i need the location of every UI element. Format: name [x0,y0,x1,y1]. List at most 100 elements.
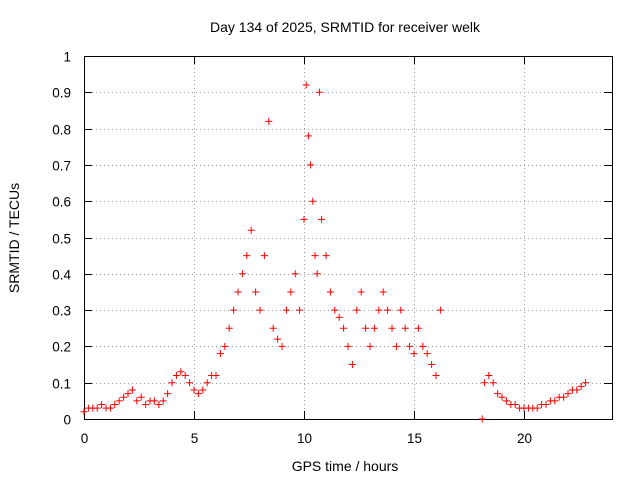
data-point [115,397,123,405]
data-point [291,270,299,278]
data-point [164,390,172,398]
data-point [216,350,224,358]
x-tick-label: 20 [517,431,532,446]
tick-layer [84,56,612,420]
y-tick-label: 0.1 [52,377,71,392]
y-tick-label: 0 [63,413,71,428]
data-point [311,252,319,260]
data-point [542,400,550,408]
data-point [582,379,590,387]
data-point [296,306,304,314]
x-tick-label: 15 [407,431,422,446]
data-point [155,400,163,408]
data-point [234,288,242,296]
data-point [502,397,510,405]
data-point [370,324,378,332]
data-point [274,335,282,343]
data-point [423,350,431,358]
data-points [80,81,590,423]
data-point [300,215,308,223]
data-point [318,215,326,223]
data-point [432,371,440,379]
data-point [278,342,286,350]
data-point [203,379,211,387]
data-point [238,270,246,278]
data-point [212,371,220,379]
data-point [480,379,488,387]
data-point [124,390,132,398]
y-tick-label: 0.5 [52,232,71,247]
data-point [269,324,277,332]
x-tick-label: 0 [81,431,89,446]
data-point [315,88,323,96]
data-point [221,342,229,350]
data-point [137,393,145,401]
y-axis-label: SRMTID / TECUs [6,183,22,293]
x-axis-label: GPS time / hours [292,458,399,474]
data-point [489,379,497,387]
x-tick-label: 10 [297,431,312,446]
data-point [194,390,202,398]
y-tick-label: 0.8 [52,123,71,138]
data-point [304,132,312,140]
data-point [225,324,233,332]
data-point [190,386,198,394]
data-point [247,226,255,234]
data-point [335,313,343,321]
data-point [287,288,295,296]
data-point [353,306,361,314]
data-point [397,306,405,314]
data-point [186,379,194,387]
data-point [256,306,264,314]
data-point [388,324,396,332]
data-point [120,393,128,401]
data-point [414,324,422,332]
data-point [511,400,519,408]
data-point [533,404,541,412]
data-point [128,386,136,394]
data-point [564,390,572,398]
data-point [498,393,506,401]
data-point [181,371,189,379]
data-point [282,306,290,314]
data-point [307,161,315,169]
data-point [577,382,585,390]
data-point [478,415,486,423]
data-point [573,386,581,394]
data-point [406,342,414,350]
data-point [362,324,370,332]
data-point [313,270,321,278]
data-point [326,288,334,296]
y-tick-label: 0.7 [52,159,71,174]
data-point [379,288,387,296]
data-point [168,379,176,387]
data-point [80,408,88,416]
y-tick-label: 0.6 [52,195,71,210]
data-point [348,361,356,369]
data-point [260,252,268,260]
y-tick-label: 1 [63,50,71,65]
data-point [265,117,273,125]
data-point [199,386,207,394]
data-point [410,350,418,358]
data-point [243,252,251,260]
data-point [401,324,409,332]
data-point [428,361,436,369]
data-point [322,252,330,260]
data-point [340,324,348,332]
y-tick-label: 0.4 [52,268,71,283]
y-tick-label: 0.9 [52,86,71,101]
data-point [111,400,119,408]
data-point [344,342,352,350]
data-point [419,342,427,350]
data-point [392,342,400,350]
data-point [150,397,158,405]
data-point [159,397,167,405]
data-point [98,400,106,408]
data-point [331,306,339,314]
data-point [230,306,238,314]
data-point [93,404,101,412]
data-point [302,81,310,89]
